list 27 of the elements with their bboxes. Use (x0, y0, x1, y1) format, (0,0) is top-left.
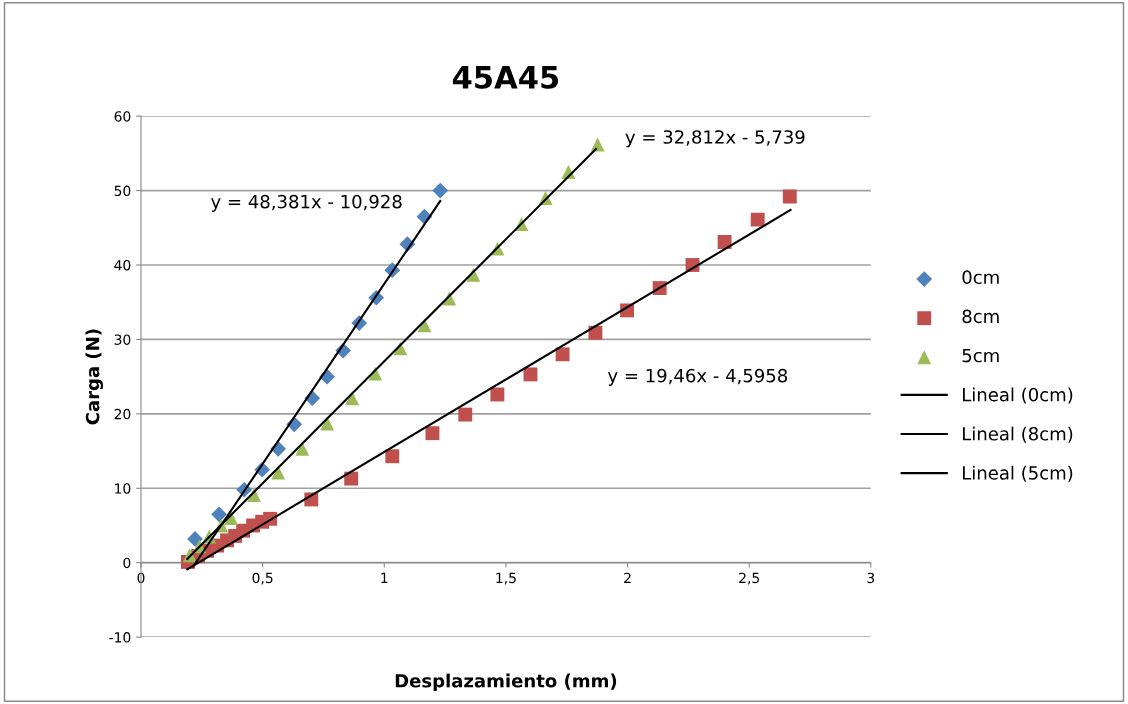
y-axis-title: Carga (N) (85, 329, 104, 425)
chart-title: 45A45 (452, 66, 559, 89)
y-tick-label: 30 (114, 334, 131, 345)
y-tick-label: 20 (114, 408, 131, 420)
legend-label: Lineal (0cm) (963, 387, 1073, 404)
legend-label: Lineal (5cm) (963, 465, 1073, 482)
x-tick-label: 0,5 (252, 572, 273, 585)
legend-label: 5cm (962, 348, 999, 363)
x-tick-label: 1 (381, 572, 388, 583)
x-tick-label: 2,5 (739, 572, 760, 585)
y-tick-label: 10 (115, 483, 131, 494)
annotation: y = 48,381x - 10,928 (211, 194, 402, 212)
annotation: y = 19,46x - 4,5958 (607, 368, 788, 386)
legend-label: 8cm (962, 309, 999, 324)
y-tick-label: 60 (114, 111, 131, 122)
x-tick-label: 1,5 (496, 572, 516, 585)
x-tick-label: 0 (137, 572, 145, 584)
annotation: y = 32,812x - 5,739 (625, 130, 805, 148)
legend-label: 0cm (962, 270, 999, 285)
x-axis-title: Desplazamiento (mm) (395, 673, 617, 692)
y-tick-label: -10 (109, 632, 131, 643)
y-tick-label: 50 (114, 185, 131, 197)
y-tick-label: 0 (123, 557, 131, 569)
y-tick-label: 40 (114, 259, 131, 271)
x-tick-label: 2 (624, 572, 631, 583)
x-tick-label: 3 (867, 572, 875, 584)
legend-label: Lineal (8cm) (963, 426, 1073, 443)
